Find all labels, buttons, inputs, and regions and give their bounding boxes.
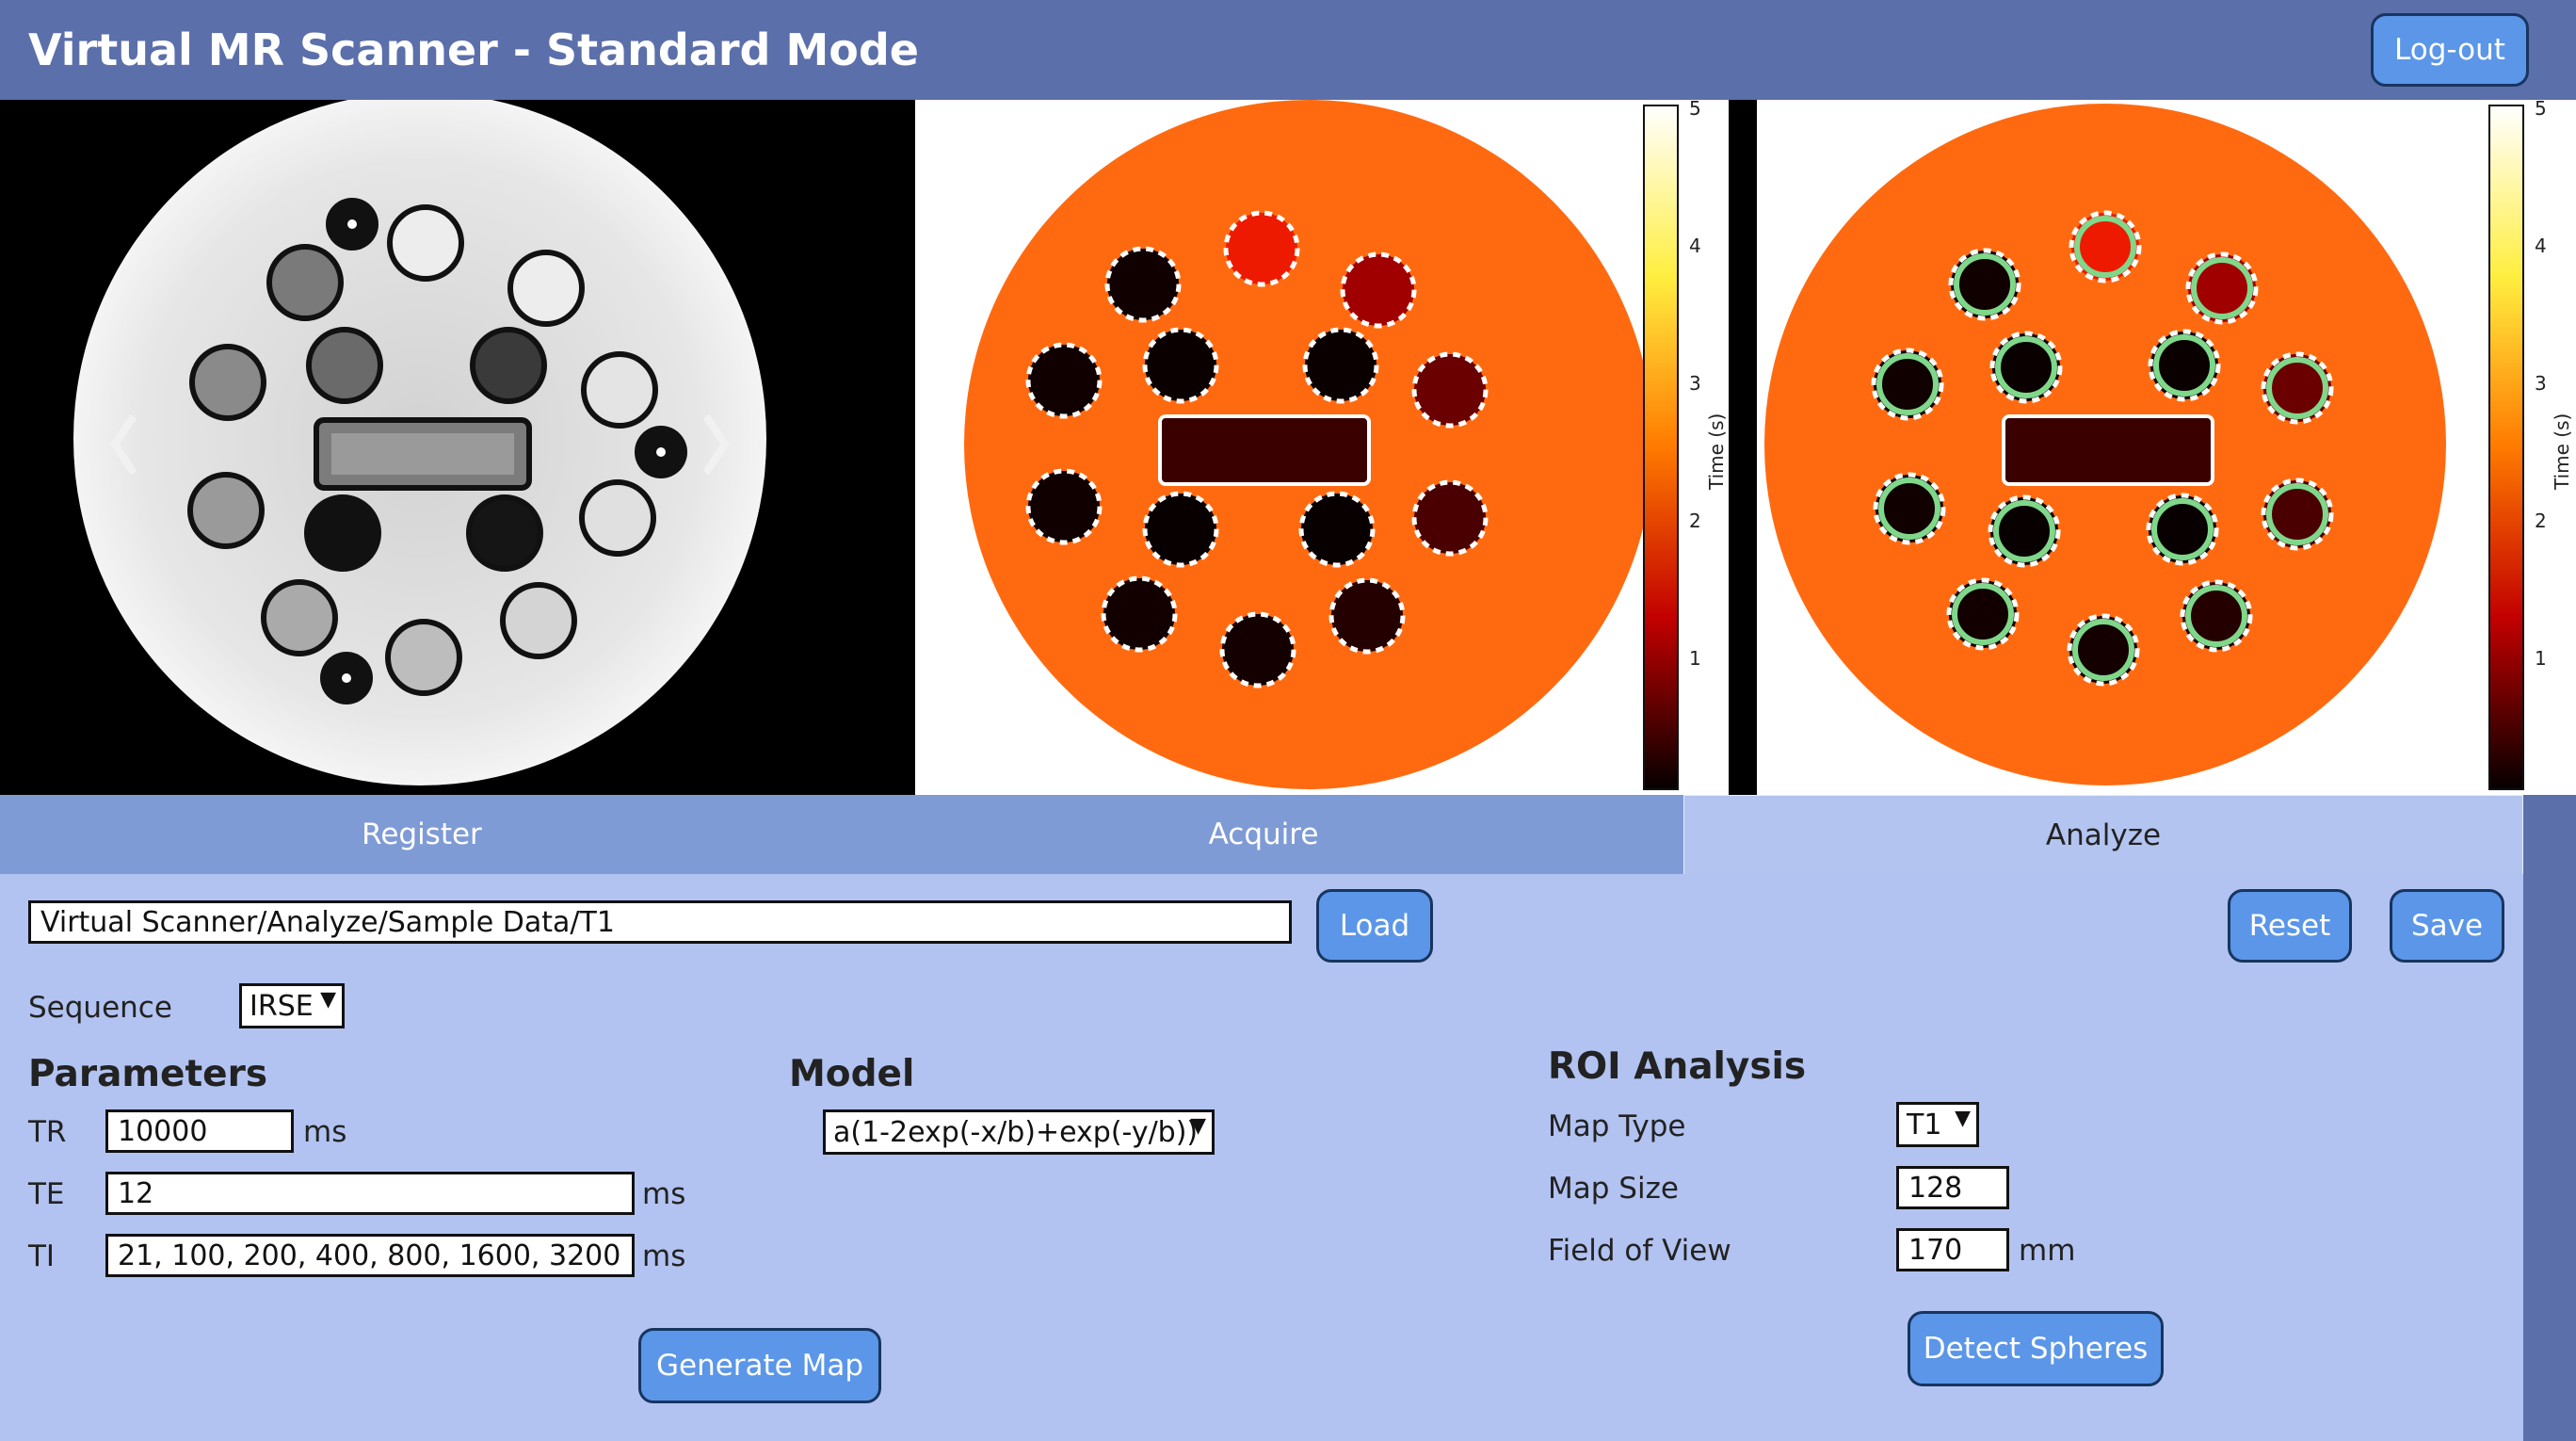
colorbar-tick: 3 <box>1689 372 1701 395</box>
colorbar-tick: 3 <box>2535 372 2547 395</box>
parameters-heading: Parameters <box>28 1053 268 1095</box>
map-size-label: Map Size <box>1548 1172 1679 1206</box>
ti-input[interactable]: 21, 100, 200, 400, 800, 1600, 3200 <box>105 1234 635 1277</box>
colorbar-label: Time (s) <box>2551 413 2573 491</box>
tab-register[interactable]: Register <box>362 818 482 851</box>
fov-input[interactable]: 170 <box>1896 1228 2009 1271</box>
prev-image-icon[interactable] <box>110 413 137 476</box>
colorbar-label: Time (s) <box>1705 413 1728 491</box>
image-viewer: 5 4 3 2 1 Time (s) <box>0 92 2576 795</box>
roi-map-panel: 5 4 3 2 1 Time (s) <box>1729 97 2576 795</box>
map-type-value: T1 <box>1907 1108 1942 1141</box>
analyze-panel: Virtual Scanner/Analyze/Sample Data/T1 L… <box>0 874 2523 1441</box>
mr-image-panel <box>0 92 840 795</box>
phantom-image <box>0 92 840 795</box>
app-header: Virtual MR Scanner - Standard Mode Log-o… <box>0 0 2576 100</box>
tab-analyze[interactable]: Analyze <box>1683 795 2523 874</box>
colorbar-tick: 1 <box>2535 647 2547 670</box>
t1-map-image: 5 4 3 2 1 Time (s) <box>840 97 1729 795</box>
roi-analysis-heading: ROI Analysis <box>1548 1045 1807 1088</box>
tr-label: TR <box>28 1115 67 1149</box>
save-button[interactable]: Save <box>2390 889 2504 963</box>
colorbar <box>2488 105 2524 790</box>
t1-map-panel: 5 4 3 2 1 Time (s) <box>840 97 1729 795</box>
tab-acquire[interactable]: Acquire <box>1208 818 1319 851</box>
app-title: Virtual MR Scanner - Standard Mode <box>28 24 919 75</box>
next-image-icon[interactable] <box>702 413 730 476</box>
tab-bar: Register Acquire Analyze <box>0 795 2523 874</box>
ti-unit: ms <box>642 1239 686 1273</box>
te-input[interactable]: 12 <box>105 1172 635 1215</box>
model-value: a(1-2exp(-x/b)+exp(-y/b)) <box>833 1115 1199 1149</box>
colorbar-tick: 5 <box>1689 100 1701 120</box>
dropdown-caret-icon: ▼ <box>320 988 336 1012</box>
map-type-select[interactable]: T1 ▼ <box>1896 1102 1979 1147</box>
sequence-value: IRSE <box>250 989 314 1023</box>
map-size-input[interactable]: 128 <box>1896 1166 2009 1209</box>
ti-label: TI <box>28 1239 56 1273</box>
dropdown-caret-icon: ▼ <box>1955 1107 1971 1130</box>
reset-button[interactable]: Reset <box>2228 889 2352 963</box>
sequence-select[interactable]: IRSE ▼ <box>239 983 345 1028</box>
colorbar-tick: 2 <box>2535 510 2547 532</box>
colorbar <box>1643 105 1679 790</box>
colorbar-tick: 4 <box>1689 235 1701 257</box>
logout-button[interactable]: Log-out <box>2371 13 2529 87</box>
model-heading: Model <box>789 1053 915 1095</box>
te-label: TE <box>28 1177 65 1211</box>
load-button[interactable]: Load <box>1316 889 1433 963</box>
colorbar-tick: 4 <box>2535 235 2547 257</box>
roi-map-image: 5 4 3 2 1 Time (s) <box>1729 97 2576 795</box>
dropdown-caret-icon: ▼ <box>1190 1114 1206 1138</box>
detect-spheres-button[interactable]: Detect Spheres <box>1908 1311 2164 1386</box>
colorbar-tick: 5 <box>2535 100 2547 120</box>
model-select[interactable]: a(1-2exp(-x/b)+exp(-y/b)) ▼ <box>823 1109 1215 1155</box>
te-unit: ms <box>642 1177 686 1211</box>
page-margin <box>2523 795 2576 1441</box>
tr-input[interactable]: 10000 <box>105 1109 294 1153</box>
sequence-label: Sequence <box>28 991 172 1025</box>
map-type-label: Map Type <box>1548 1109 1686 1143</box>
tr-unit: ms <box>303 1115 347 1149</box>
fov-unit: mm <box>2019 1234 2076 1268</box>
generate-map-button[interactable]: Generate Map <box>638 1328 881 1403</box>
colorbar-tick: 1 <box>1689 647 1701 670</box>
fov-label: Field of View <box>1548 1234 1731 1268</box>
colorbar-tick: 2 <box>1689 510 1701 532</box>
data-path-input[interactable]: Virtual Scanner/Analyze/Sample Data/T1 <box>28 900 1292 944</box>
